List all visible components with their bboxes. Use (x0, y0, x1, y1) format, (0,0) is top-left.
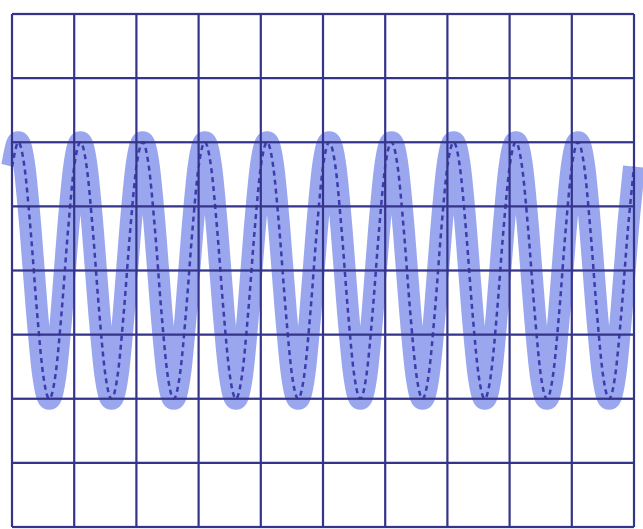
page: (() => { const data = JSON.parse(documen… (0, 0, 643, 529)
scope-screen (0, 0, 643, 529)
